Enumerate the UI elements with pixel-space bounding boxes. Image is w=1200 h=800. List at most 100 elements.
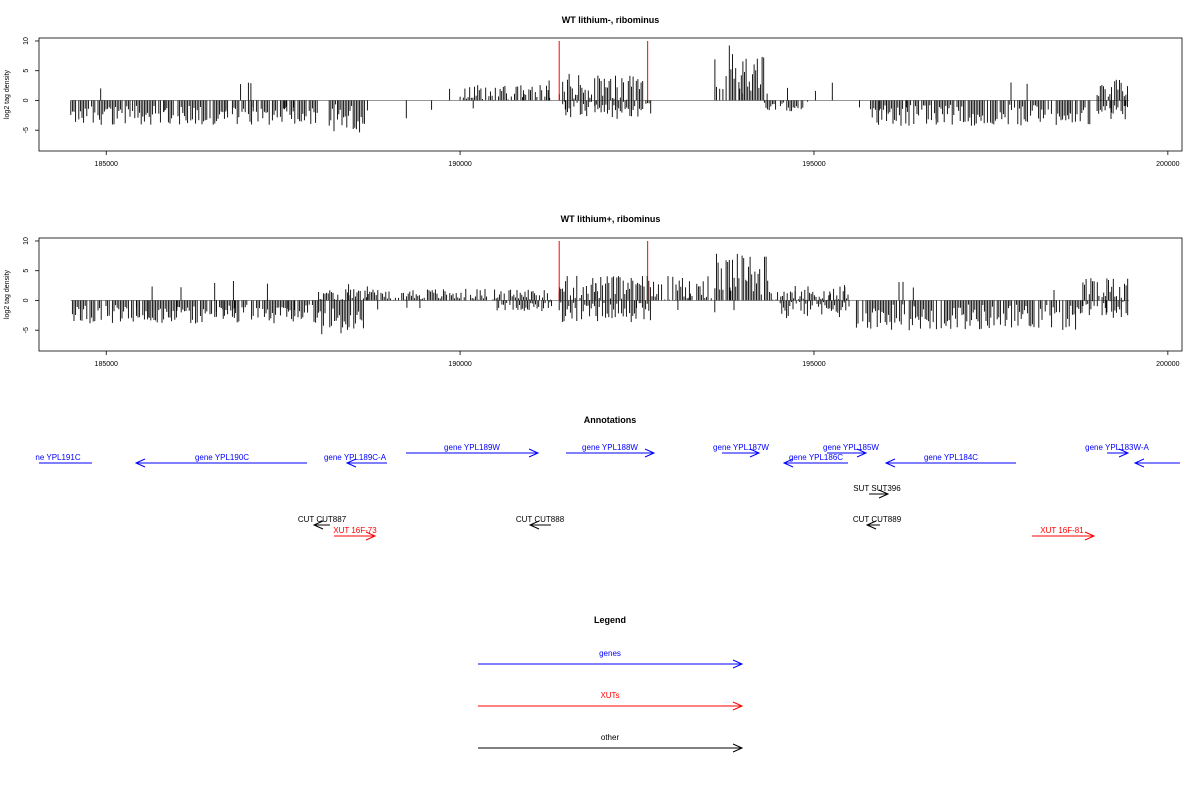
feature-label: XUT 16F-81 xyxy=(1040,526,1084,535)
arrow-head xyxy=(782,458,794,468)
x-tick-label: 200000 xyxy=(1156,361,1179,368)
annotation-feature: gene YPL186C xyxy=(782,453,848,468)
plot-frame xyxy=(38,237,1183,352)
arrow-head xyxy=(1133,458,1145,468)
arrow-head xyxy=(856,448,868,458)
annotation-feature xyxy=(1133,458,1180,468)
feature-arrow xyxy=(1032,531,1096,541)
feature-arrow xyxy=(528,520,551,530)
feature-arrow xyxy=(406,448,540,458)
legend-arrow xyxy=(478,743,744,753)
feature-label: gene YPL185W xyxy=(823,443,879,452)
y-tick-label: 10 xyxy=(23,237,30,245)
feature-arrow xyxy=(782,458,848,468)
annotation-feature: gene YPL183W-A xyxy=(1085,443,1150,458)
x-tick-label: 190000 xyxy=(448,361,471,368)
feature-arrow xyxy=(134,458,307,468)
arrow-head xyxy=(345,458,357,468)
annotation-feature: CUT CUT888 xyxy=(516,515,565,530)
annotation-feature: gene YPL187W xyxy=(713,443,769,458)
feature-label: CUT CUT889 xyxy=(853,515,902,524)
feature-label: CUT CUT888 xyxy=(516,515,565,524)
y-tick-label: -5 xyxy=(23,327,30,333)
y-tick-label: -5 xyxy=(23,127,30,133)
arrow-head xyxy=(1118,448,1130,458)
feature-arrow xyxy=(884,458,1016,468)
track-title: WT lithium-, ribominus xyxy=(562,15,660,25)
annotation-feature: gene YPL189W xyxy=(406,443,540,458)
feature-label: gene YPL186C xyxy=(789,453,843,462)
annotation-feature: gene YPL185W xyxy=(823,443,879,458)
x-tick-label: 185000 xyxy=(95,161,118,168)
density-bars xyxy=(71,253,1129,335)
feature-arrow xyxy=(312,520,330,530)
y-axis-label: log2 tag density xyxy=(4,269,11,319)
feature-label: CUT CUT887 xyxy=(298,515,347,524)
feature-label: XUT 16F-73 xyxy=(333,526,377,535)
arrow-head xyxy=(528,520,540,530)
feature-arrow xyxy=(722,448,761,458)
arrow-head xyxy=(732,743,744,753)
feature-label: gene YPL189C-A xyxy=(324,453,387,462)
x-tick-label: 185000 xyxy=(95,361,118,368)
legend-title: Legend xyxy=(594,615,626,625)
legend-arrow xyxy=(478,701,744,711)
arrow-head xyxy=(644,448,656,458)
feature-arrow xyxy=(869,489,890,499)
arrow-head xyxy=(884,458,896,468)
annotation-feature: XUT 16F-73 xyxy=(333,526,377,541)
annotation-feature: ne YPL191C xyxy=(35,453,92,464)
legend-label: XUTs xyxy=(600,691,619,700)
arrow-head xyxy=(312,520,324,530)
legend-panel: Legend genes XUTs other xyxy=(478,615,744,753)
legend-entry: XUTs xyxy=(478,691,744,711)
x-tick-label: 195000 xyxy=(802,161,825,168)
arrow-head xyxy=(749,448,761,458)
arrow-head xyxy=(865,520,877,530)
feature-label: gene YPL184C xyxy=(924,453,978,462)
feature-arrow xyxy=(334,531,377,541)
feature-arrow xyxy=(1133,458,1180,468)
x-tick-label: 200000 xyxy=(1156,161,1179,168)
annotation-feature: gene YPL189C-A xyxy=(324,453,387,468)
y-axis-label: log2 tag density xyxy=(4,69,11,119)
feature-label: ne YPL191C xyxy=(35,453,80,462)
feature-label: gene YPL188W xyxy=(582,443,638,452)
annotation-feature: CUT CUT889 xyxy=(853,515,902,530)
density-bars xyxy=(70,45,1128,133)
y-tick-label: 5 xyxy=(23,69,30,73)
arrow-head xyxy=(1084,531,1096,541)
legend-entry: genes xyxy=(478,649,744,669)
annotation-feature: gene YPL184C xyxy=(884,453,1016,468)
track-title: WT lithium+, ribominus xyxy=(561,214,661,224)
annotation-feature: XUT 16F-81 xyxy=(1032,526,1096,541)
legend-label: genes xyxy=(599,649,621,658)
arrow-head xyxy=(134,458,146,468)
feature-label: gene YPL190C xyxy=(195,453,249,462)
y-tick-label: 5 xyxy=(23,269,30,273)
arrow-head xyxy=(365,531,377,541)
arrow-head xyxy=(878,489,890,499)
track-panel-1: WT lithium-, ribominus log2 tag density -5… xyxy=(4,15,1183,168)
y-tick-label: 10 xyxy=(23,37,30,45)
arrow-head xyxy=(732,659,744,669)
annotations-title: Annotations xyxy=(584,415,637,425)
feature-arrow xyxy=(1107,448,1130,458)
y-tick-label: 0 xyxy=(23,298,30,302)
feature-arrow xyxy=(827,448,868,458)
annotation-feature: gene YPL190C xyxy=(134,453,307,468)
annotation-feature: gene YPL188W xyxy=(566,443,656,458)
legend-arrow xyxy=(478,659,744,669)
feature-arrow xyxy=(865,520,880,530)
annotation-feature: SUT SUT396 xyxy=(853,484,901,499)
feature-label: SUT SUT396 xyxy=(853,484,901,493)
feature-label: gene YPL187W xyxy=(713,443,769,452)
arrow-head xyxy=(528,448,540,458)
x-tick-label: 190000 xyxy=(448,161,471,168)
feature-arrow xyxy=(566,448,656,458)
feature-arrow xyxy=(345,458,387,468)
track-panel-2: WT lithium+, ribominus log2 tag density -5… xyxy=(4,214,1183,368)
x-tick-label: 195000 xyxy=(802,361,825,368)
